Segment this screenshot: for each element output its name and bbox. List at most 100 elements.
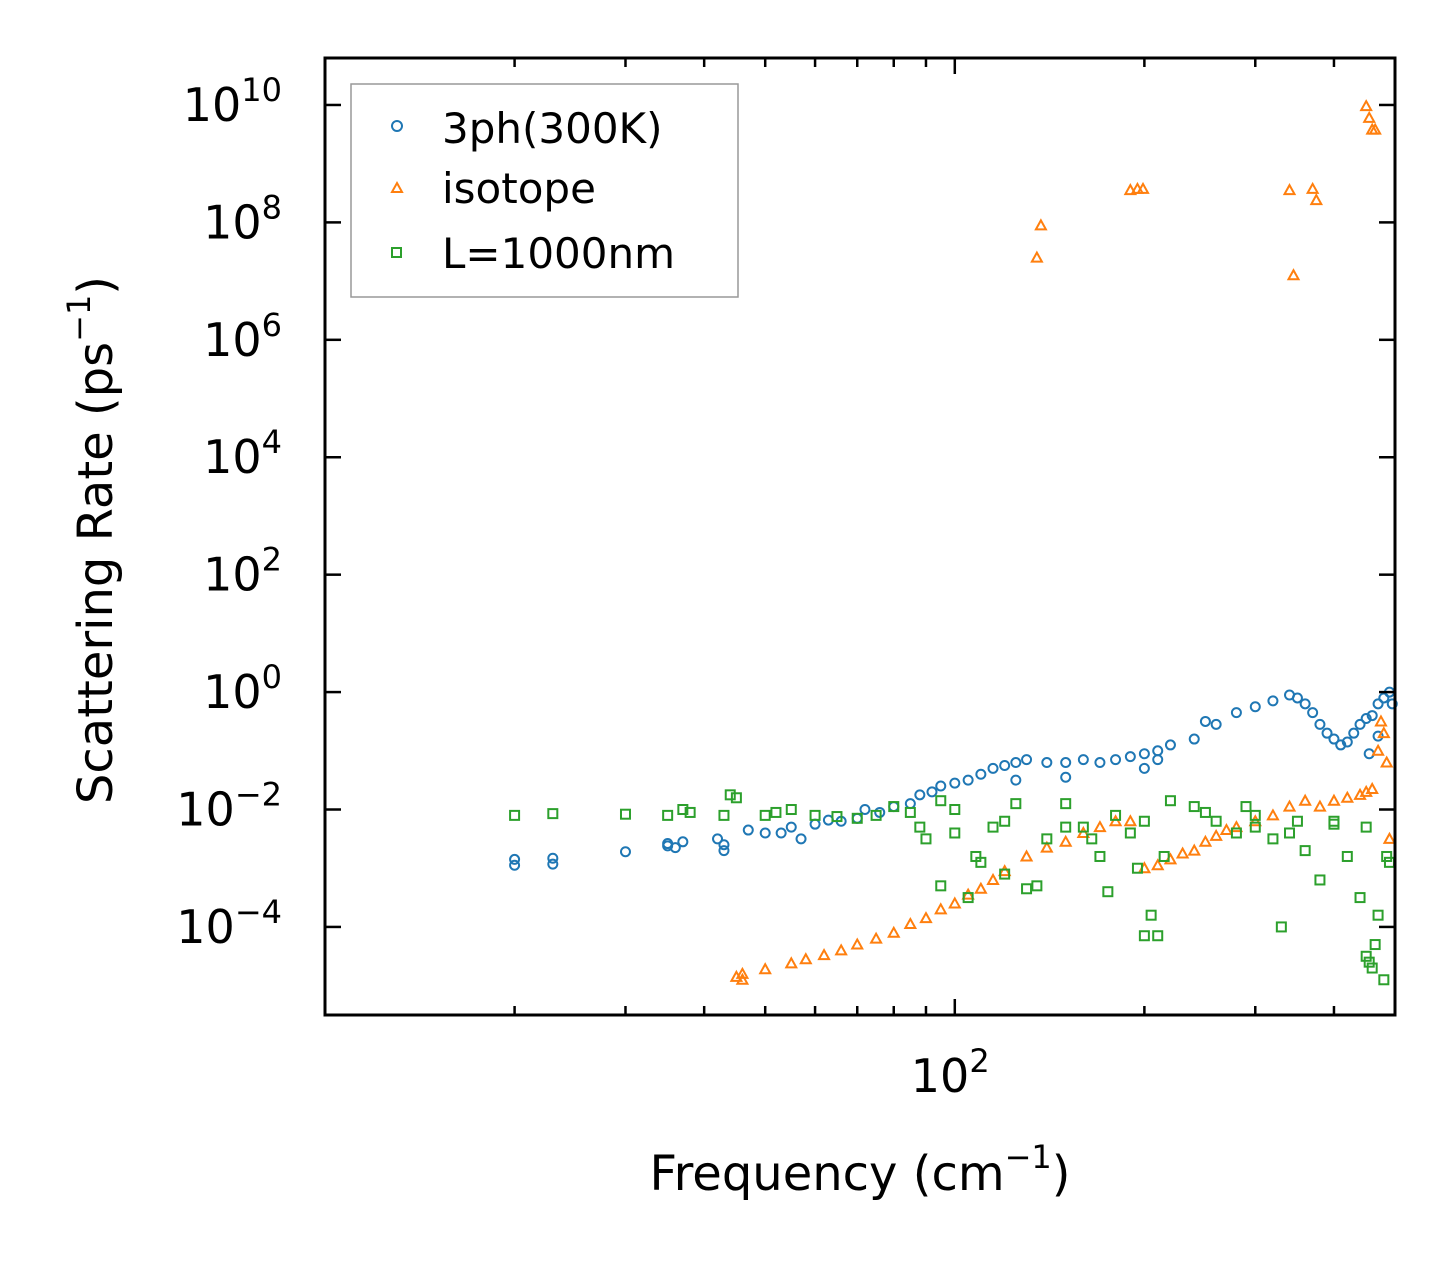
series-2-point-45 (1188, 801, 1200, 813)
tick-layer (325, 58, 1395, 1015)
legend-box (350, 83, 739, 298)
legend: 3ph(300K) isotope L=1000nm (350, 83, 739, 298)
series-1-point-40 (1327, 793, 1341, 806)
series-0-point-2 (547, 852, 559, 864)
series-2-point-23 (962, 892, 974, 904)
series-0-point-27 (935, 780, 947, 792)
series-0-point-28 (949, 777, 961, 789)
series-1-point-32 (1209, 828, 1223, 841)
series-2-point-34 (1086, 833, 1098, 845)
series-1-point-52 (1123, 183, 1138, 196)
series-0-point-0 (509, 853, 521, 865)
series-0-point-57 (1335, 739, 1347, 751)
legend-marker-boundary (391, 247, 402, 258)
series-0-point-21 (859, 804, 871, 816)
series-1-point-30 (1187, 843, 1201, 856)
series-2-point-35 (1094, 850, 1106, 862)
series-2-point-52 (1284, 827, 1296, 839)
series-0-point-60 (1354, 718, 1366, 730)
series-2-point-43 (1158, 850, 1170, 862)
series-1-point-47 (1377, 726, 1391, 739)
y-tick-base-7: 10 (176, 900, 235, 954)
series-1-point-38 (1298, 793, 1312, 806)
series-2-point-2 (619, 808, 631, 820)
series-2-point-27 (999, 868, 1011, 880)
y-axis-title-tail: ) (68, 276, 124, 295)
series-2-point-48 (1240, 801, 1252, 813)
series-0-point-62 (1366, 710, 1378, 722)
series-0-point-10 (718, 839, 730, 851)
series-2-point-16 (888, 801, 900, 813)
x-axis-title-tail: ) (1052, 1146, 1071, 1202)
series-1-point-4 (784, 956, 798, 969)
y-tick-exp-1: 8 (262, 188, 282, 226)
series-0-point-47 (1230, 707, 1242, 719)
y-tick-base-4: 10 (203, 548, 262, 602)
series-1-point-46 (1374, 714, 1388, 727)
y-tick-exp-5: 0 (262, 658, 282, 696)
series-0-point-11 (718, 845, 730, 857)
series-1-point-1 (735, 972, 750, 985)
series-0-point-41 (1138, 748, 1150, 760)
y-tick-base-6: 10 (176, 783, 235, 837)
series-2-point-60 (1366, 962, 1378, 974)
y-axis-title-main: Scattering Rate (ps (68, 342, 124, 804)
series-1-point-56 (1286, 268, 1301, 281)
series-0-point-34 (1021, 754, 1033, 766)
series-0-point-29 (962, 774, 974, 786)
series-2-point-67 (1060, 821, 1072, 833)
series-2-point-47 (1230, 827, 1242, 839)
series-2-point-73 (1328, 818, 1340, 830)
series-0-point-53 (1307, 707, 1319, 719)
series-0-point-37 (1077, 754, 1089, 766)
series-1-point-36 (1266, 808, 1280, 821)
series-0-point-9 (712, 833, 724, 845)
series-0-point-40 (1124, 751, 1136, 763)
series-0-point-48 (1249, 701, 1261, 713)
series-0-point-68 (1372, 730, 1384, 742)
y-tick-label-5: 100 (203, 658, 282, 719)
series-2-point-19 (920, 833, 932, 845)
series-1-point-44 (1365, 781, 1379, 794)
series-1-point-6 (817, 948, 831, 961)
series-1-point-20 (1040, 840, 1054, 853)
series-0-point-31 (987, 762, 999, 774)
series-2-point-54 (1314, 874, 1326, 886)
series-2-point-62 (1372, 909, 1384, 921)
series-2-point-18 (914, 821, 926, 833)
series-1-point-8 (850, 937, 864, 950)
series-1-point-58 (1309, 193, 1324, 206)
series-2-point-51 (1275, 921, 1287, 933)
series-1-point-16 (974, 881, 988, 894)
x-axis-title-main: Frequency (cm (649, 1146, 1004, 1202)
y-tick-label-1: 108 (203, 188, 282, 249)
series-2-point-29 (1021, 883, 1033, 895)
x-tick-label: 102 (911, 1042, 990, 1103)
x-axis-title: Frequency (cm−1) (649, 1138, 1070, 1202)
x-tick-exponent: 2 (969, 1042, 989, 1080)
series-0-point-43 (1164, 739, 1176, 751)
series-0-point-4 (619, 846, 631, 858)
series-0-point-8 (677, 836, 689, 848)
series-2-point-22 (949, 827, 961, 839)
series-0-point-14 (775, 827, 787, 839)
series-0-point-64 (1378, 692, 1390, 704)
series-0-point-30 (975, 768, 987, 780)
series-1-point-34 (1229, 820, 1244, 833)
x-tick-base: 10 (911, 1049, 970, 1103)
series-2-point-9 (759, 809, 771, 821)
series-2-point-63 (1378, 974, 1390, 986)
series-2-point-59 (1363, 956, 1375, 968)
plot-frame (323, 56, 1397, 1017)
series-0-point-12 (742, 824, 754, 836)
series-2-point-42 (1152, 930, 1164, 942)
series-2-point-26 (987, 821, 999, 833)
y-tick-exp-3: 4 (262, 423, 282, 461)
series-0-point-1 (509, 859, 521, 871)
series-1-point-33 (1219, 822, 1234, 836)
series-0-point-72 (1152, 754, 1164, 766)
series-2-point-11 (785, 804, 797, 816)
series-2-point-53 (1299, 845, 1311, 857)
series-1-point-39 (1313, 799, 1327, 812)
series-2-point-25 (975, 856, 987, 868)
